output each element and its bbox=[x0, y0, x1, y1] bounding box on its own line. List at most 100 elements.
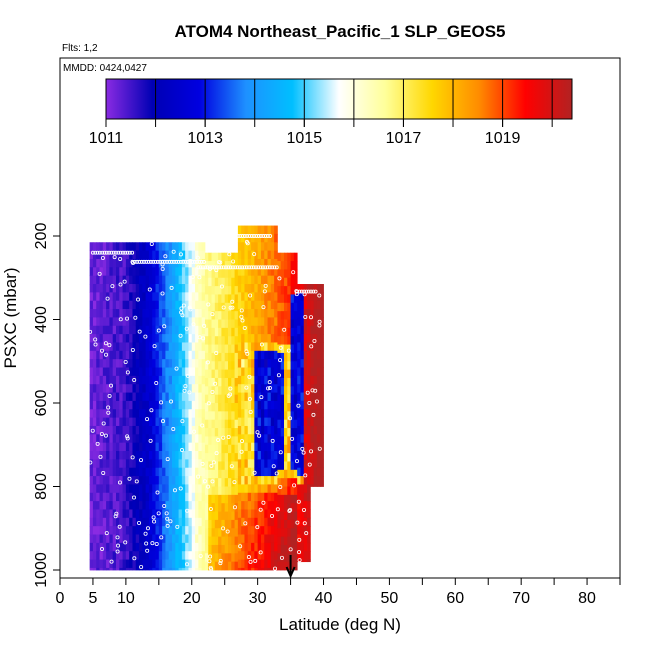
observation-point-135 bbox=[278, 450, 283, 455]
heatmap-cell-678 bbox=[142, 559, 147, 569]
x-axis: 0 5 10 20 30 40 50 60 70 80 bbox=[56, 578, 621, 607]
heatmap-cell-902 bbox=[162, 425, 166, 435]
heatmap-cell-2538 bbox=[297, 501, 301, 510]
heatmap-cell-1765 bbox=[234, 444, 239, 454]
heatmap-cell-95 bbox=[96, 367, 100, 377]
heatmap-cell-1076 bbox=[175, 542, 179, 552]
heatmap-cell-2240 bbox=[270, 559, 275, 569]
heatmap-cell-1821 bbox=[237, 567, 242, 571]
heatmap-cell-2516 bbox=[297, 317, 301, 327]
heatmap-cell-1155 bbox=[181, 534, 186, 544]
heatmap-cell-496 bbox=[129, 375, 133, 385]
heatmap-cell-988 bbox=[168, 476, 173, 485]
heatmap-cell-1389 bbox=[201, 484, 206, 494]
heatmap-cell-380 bbox=[119, 409, 123, 419]
heatmap-cell-2308 bbox=[277, 453, 282, 462]
heatmap-cell-131 bbox=[99, 334, 104, 343]
heatmap-cell-2009 bbox=[254, 384, 259, 393]
heatmap-cell-101 bbox=[96, 417, 100, 427]
heatmap-cell-2677 bbox=[313, 317, 318, 327]
heatmap-cell-456 bbox=[125, 375, 130, 385]
heatmap-cell-1125 bbox=[181, 284, 186, 293]
heatmap-cell-191 bbox=[102, 501, 107, 510]
heatmap-cell-2558 bbox=[300, 384, 305, 393]
heatmap-cell-1807 bbox=[237, 451, 242, 460]
heatmap-cell-1556 bbox=[218, 286, 222, 295]
heatmap-cell-1829 bbox=[241, 284, 245, 293]
observation-point-236 bbox=[207, 559, 212, 564]
observation-point-153 bbox=[144, 541, 149, 546]
heatmap-cell-889 bbox=[162, 317, 166, 327]
observation-point-309 bbox=[202, 259, 206, 264]
heatmap-cell-2243 bbox=[274, 233, 278, 243]
heatmap-cell-1500 bbox=[211, 453, 216, 462]
heatmap-cell-601 bbox=[139, 250, 143, 260]
heatmap-cell-893 bbox=[162, 350, 166, 360]
heatmap-cell-2636 bbox=[307, 467, 311, 477]
heatmap-cell-2155 bbox=[264, 551, 268, 560]
heatmap-cell-2386 bbox=[284, 469, 288, 479]
heatmap-cell-2282 bbox=[274, 559, 278, 569]
heatmap-cell-93 bbox=[96, 350, 100, 360]
heatmap-cell-1983 bbox=[251, 517, 255, 527]
heatmap-cell-2736 bbox=[320, 392, 324, 402]
heatmap-cell-1211 bbox=[188, 334, 193, 343]
heatmap-cell-590 bbox=[135, 492, 140, 502]
heatmap-cell-885 bbox=[162, 284, 166, 293]
heatmap-cell-2251 bbox=[274, 300, 278, 310]
heatmap-cell-543 bbox=[132, 434, 137, 444]
heatmap-cell-1544 bbox=[214, 503, 219, 512]
heatmap-cell-1974 bbox=[251, 442, 255, 452]
observation-point-195 bbox=[179, 306, 184, 311]
heatmap-cell-1800 bbox=[237, 392, 242, 402]
heatmap-cell-1539 bbox=[214, 461, 219, 471]
heatmap-cell-629 bbox=[139, 484, 143, 494]
heatmap-cell-1601 bbox=[221, 344, 226, 354]
heatmap-cell-732 bbox=[148, 342, 153, 352]
heatmap-cell-2080 bbox=[260, 275, 265, 285]
heatmap-cell-757 bbox=[148, 551, 153, 560]
heatmap-cell-699 bbox=[145, 400, 150, 410]
heatmap-cell-304 bbox=[112, 442, 117, 452]
heatmap-cell-2366 bbox=[284, 302, 288, 312]
heatmap-cell-430 bbox=[122, 492, 127, 502]
heatmap-cell-1415 bbox=[204, 377, 209, 387]
heatmap-cell-1997 bbox=[254, 284, 259, 293]
heatmap-cell-2349 bbox=[280, 478, 285, 487]
heatmap-cell-2414 bbox=[287, 386, 291, 396]
heatmap-cell-419 bbox=[122, 400, 127, 410]
heatmap-cell-1805 bbox=[237, 434, 242, 444]
heatmap-cell-786 bbox=[152, 459, 156, 469]
observation-point-59 bbox=[243, 521, 248, 526]
heatmap-cell-2729 bbox=[320, 334, 324, 343]
heatmap-cell-1738 bbox=[231, 536, 235, 546]
observation-point-282 bbox=[139, 259, 144, 264]
heatmap-cell-2507 bbox=[293, 528, 298, 537]
heatmap-cell-1329 bbox=[198, 317, 203, 327]
heatmap-cell-1506 bbox=[211, 503, 216, 512]
heatmap-cell-928 bbox=[165, 309, 170, 318]
heatmap-cell-76 bbox=[92, 542, 97, 552]
heatmap-cell-1062 bbox=[175, 425, 179, 435]
heatmap-cell-2531 bbox=[297, 442, 301, 452]
heatmap-cell-1965 bbox=[251, 367, 255, 377]
heatmap-cell-1793 bbox=[237, 334, 242, 343]
heatmap-cell-2328 bbox=[280, 302, 285, 312]
observation-point-291 bbox=[160, 259, 165, 264]
heatmap-cell-163 bbox=[102, 267, 107, 277]
heatmap-cell-2056 bbox=[257, 425, 262, 435]
heatmap-cell-736 bbox=[148, 375, 153, 385]
heatmap-cell-254 bbox=[109, 359, 114, 368]
heatmap-cell-396 bbox=[119, 542, 123, 552]
heatmap-cell-1696 bbox=[228, 503, 232, 512]
heatmap-cell-275 bbox=[109, 534, 114, 544]
observation-point-241 bbox=[139, 458, 144, 463]
heatmap-cell-1199 bbox=[185, 567, 189, 571]
heatmap-cell-1728 bbox=[231, 453, 235, 462]
heatmap-cell-1513 bbox=[211, 561, 216, 571]
heatmap-cell-1145 bbox=[181, 451, 186, 460]
heatmap-cell-2700 bbox=[316, 300, 321, 310]
heatmap-cell-547 bbox=[132, 467, 137, 477]
heatmap-cell-1241 bbox=[191, 250, 196, 260]
heatmap-cell-2552 bbox=[300, 334, 305, 343]
